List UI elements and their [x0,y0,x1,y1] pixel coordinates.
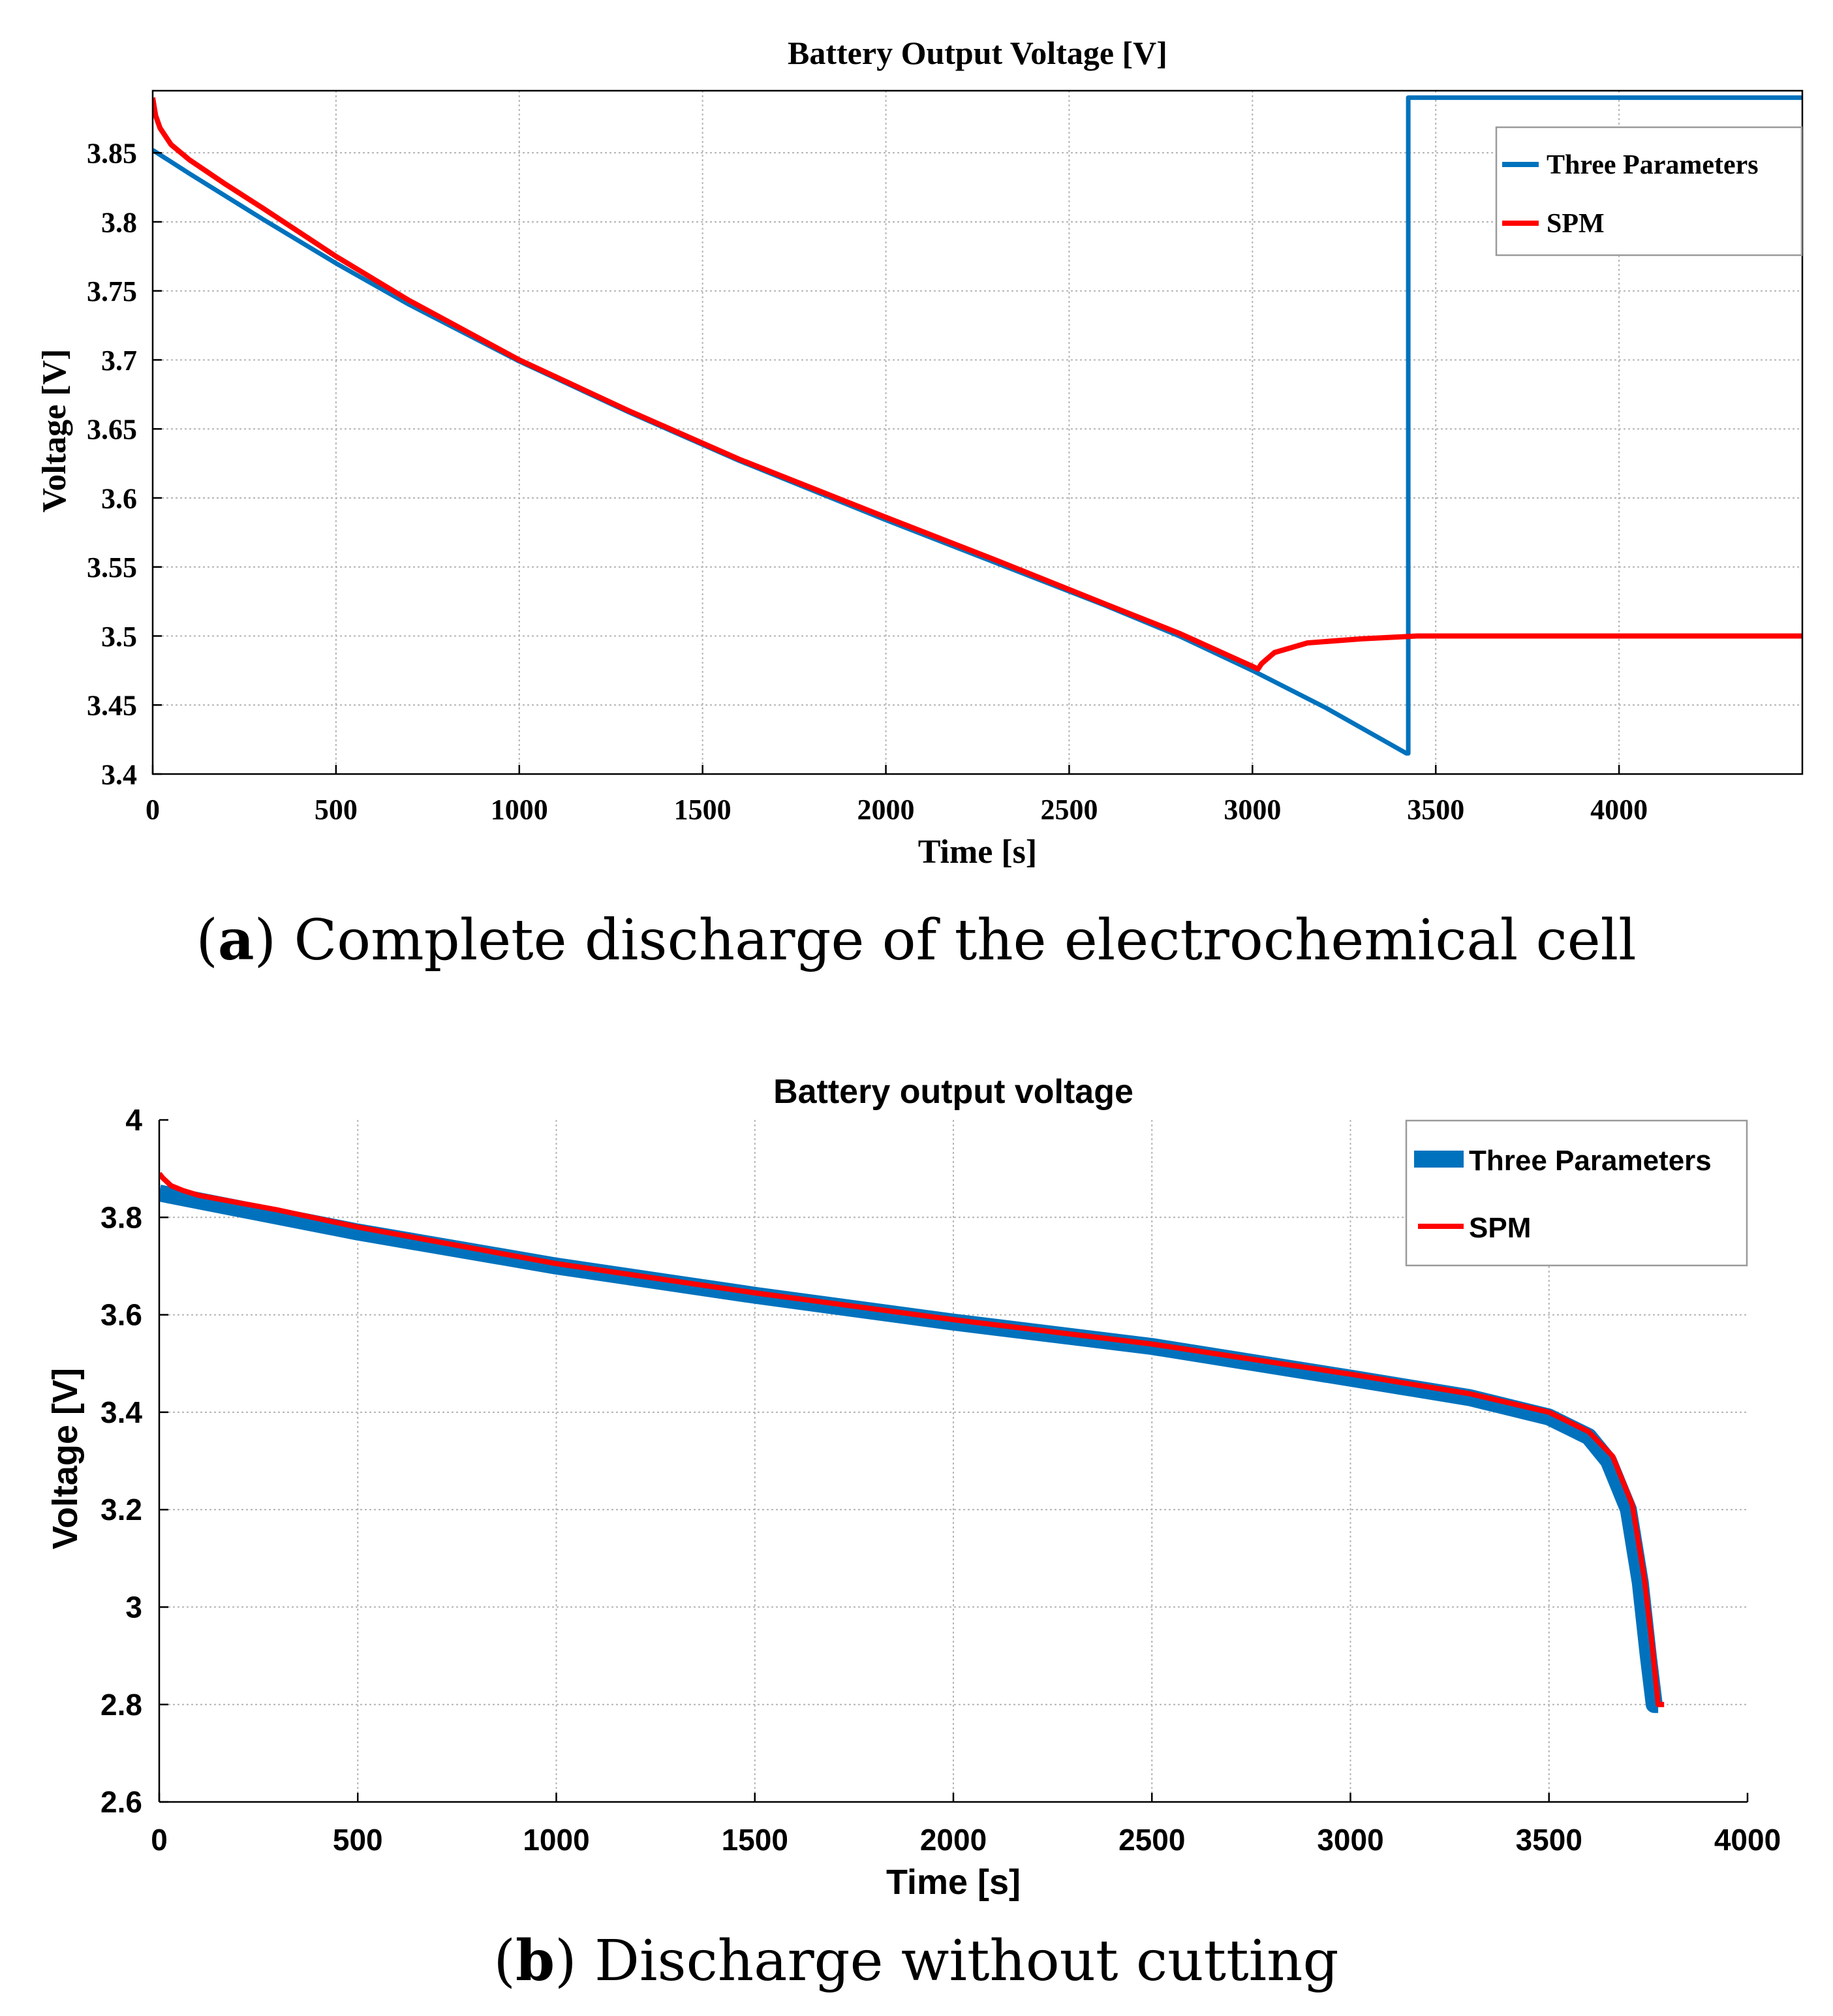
chart-a-title: Battery Output Voltage [V] [788,35,1167,71]
chart-b-series [159,1171,1665,1713]
chart-a-x-tick-label: 1000 [491,794,548,826]
chart-b-x-tick-label: 0 [151,1823,168,1857]
chart-a-y-tick-label: 3.6 [101,482,137,514]
chart-a-legend-box [1495,126,1803,256]
chart-b-x-tick-label: 3500 [1516,1823,1582,1857]
chart-a-x-tick-label: 1500 [674,794,732,826]
caption-b: (b) Discharge without cutting [493,1928,1338,1994]
chart-a-y-tick-label: 3.8 [101,206,137,238]
chart-a: 0 500 1000 1500 2000 2500 3000 3500 4000 3.4 3.45 3… [36,35,1804,871]
caption-a-label: a [218,907,254,973]
chart-b-legend-box [1405,1119,1748,1267]
chart-a-legend-label-three-parameters: Three Parameters [1547,150,1759,180]
chart-b-x-tick-label: 500 [333,1823,383,1857]
chart-b-legend: Three Parameters SPM [1405,1119,1748,1267]
chart-a-y-tick-label: 3.75 [87,275,137,307]
chart-a-x-tick-label: 500 [315,794,358,826]
chart-a-y-tick-label: 3.45 [87,690,137,722]
chart-b-x-tick-label: 2000 [920,1823,987,1857]
chart-b-y-axis-label: Voltage [V] [46,1368,85,1549]
chart-a-y-tick-label: 3.7 [101,345,137,377]
chart-a-y-tick-label: 3.4 [101,758,137,790]
caption-b-text: Discharge without cutting [577,1929,1339,1994]
chart-a-y-axis-label: Voltage [V] [36,349,73,513]
chart-b-x-tick-label: 1000 [523,1823,589,1857]
chart-a-axes-frame [151,89,1804,775]
chart-b-y-tick-label: 4 [125,1103,142,1137]
chart-b-y-tick-label: 3 [125,1590,142,1624]
chart-b-x-tick-label: 2500 [1118,1823,1185,1857]
chart-a-legend-label-spm: SPM [1547,209,1605,239]
chart-a-grid [153,91,1802,774]
chart-a-series-spm-line [153,97,1802,672]
chart-b-legend-label-spm: SPM [1469,1212,1531,1244]
chart-a-series [153,95,1802,756]
chart-b-y-tick-label: 3.4 [100,1395,142,1429]
chart-b-grid [159,1120,1748,1802]
chart-a-y-tick-label: 3.85 [87,138,137,170]
caption-a-text: Complete discharge of the electrochemica… [276,908,1637,973]
chart-b-x-axis-label: Time [s] [886,1863,1021,1902]
caption-b-label: b [516,1928,555,1994]
chart-b-y-tick-label: 3.2 [100,1493,142,1527]
caption-a: (a) Complete discharge of the electroche… [196,907,1636,973]
chart-b: 0 500 1000 1500 2000 2500 3000 3500 4000 2.6 2.8 3 3… [46,1073,1781,1902]
chart-a-x-tick-label: 2000 [857,794,915,826]
chart-a-y-tick-label: 3.5 [101,621,137,653]
chart-a-x-tick-label: 2500 [1040,794,1098,826]
chart-a-x-tick-label: 3000 [1224,794,1281,826]
chart-b-x-tick-label: 4000 [1714,1823,1781,1857]
chart-b-title: Battery output voltage [773,1073,1133,1111]
chart-b-legend-label-three-parameters: Three Parameters [1469,1145,1712,1177]
chart-b-y-tick-label: 3.6 [100,1298,142,1332]
chart-b-y-tick-label: 3.8 [100,1200,142,1234]
chart-a-y-tick-label: 3.55 [87,551,137,583]
chart-a-legend: Three Parameters SPM [1495,126,1803,256]
chart-b-x-tick-label: 1500 [722,1823,788,1857]
chart-a-x-tick-label: 3500 [1407,794,1464,826]
chart-b-y-tick-label: 2.6 [100,1785,142,1819]
chart-b-y-tick-label: 2.8 [100,1688,142,1722]
chart-a-x-tick-label: 0 [146,794,160,826]
chart-a-y-tick-label: 3.65 [87,414,137,446]
chart-b-tick-labels: 0 500 1000 1500 2000 2500 3000 3500 4000 2.6 2.8 3 3… [100,1103,1781,1857]
chart-a-x-axis-label: Time [s] [918,833,1037,871]
chart-b-x-tick-label: 3000 [1317,1823,1383,1857]
chart-b-series-spm-line [159,1171,1665,1707]
chart-a-tick-labels: 0 500 1000 1500 2000 2500 3000 3500 4000 3.4 3.45 3… [87,138,1648,826]
chart-a-x-tick-label: 4000 [1590,794,1648,826]
